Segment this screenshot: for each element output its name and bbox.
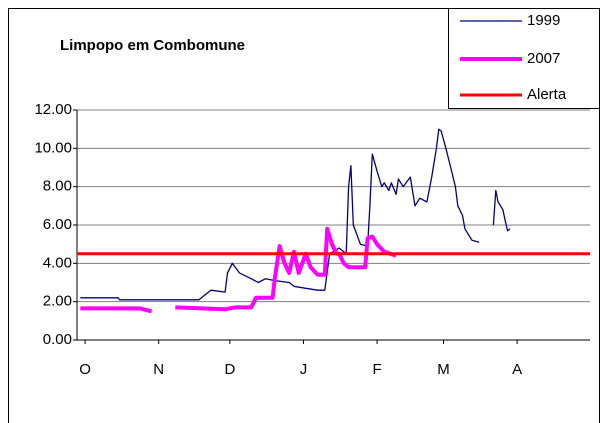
series-line — [80, 128, 511, 301]
x-tick-label: D — [224, 361, 235, 378]
y-tick-label: 8.00 — [43, 178, 72, 195]
x-tick-label: M — [437, 361, 450, 378]
y-tick-label: 0.00 — [43, 331, 72, 348]
x-tick-label: N — [153, 361, 164, 378]
x-tick-label: O — [79, 361, 91, 378]
y-tick-label: 12.00 — [34, 101, 72, 118]
y-tick-label: 2.00 — [43, 293, 72, 310]
chart-frame — [8, 8, 600, 423]
x-tick-label: A — [512, 361, 522, 378]
x-tick-label: J — [300, 361, 308, 378]
y-tick-label: 4.00 — [43, 254, 72, 271]
legend-label: Alerta — [527, 86, 567, 103]
series-line — [80, 226, 397, 314]
chart-title: Limpopo em Combomune — [60, 37, 245, 54]
x-tick-label: F — [372, 361, 381, 378]
legend-label: 1999 — [527, 12, 560, 29]
legend-label: 2007 — [527, 50, 560, 67]
y-tick-label: 6.00 — [43, 216, 72, 233]
y-tick-label: 10.00 — [34, 139, 72, 156]
